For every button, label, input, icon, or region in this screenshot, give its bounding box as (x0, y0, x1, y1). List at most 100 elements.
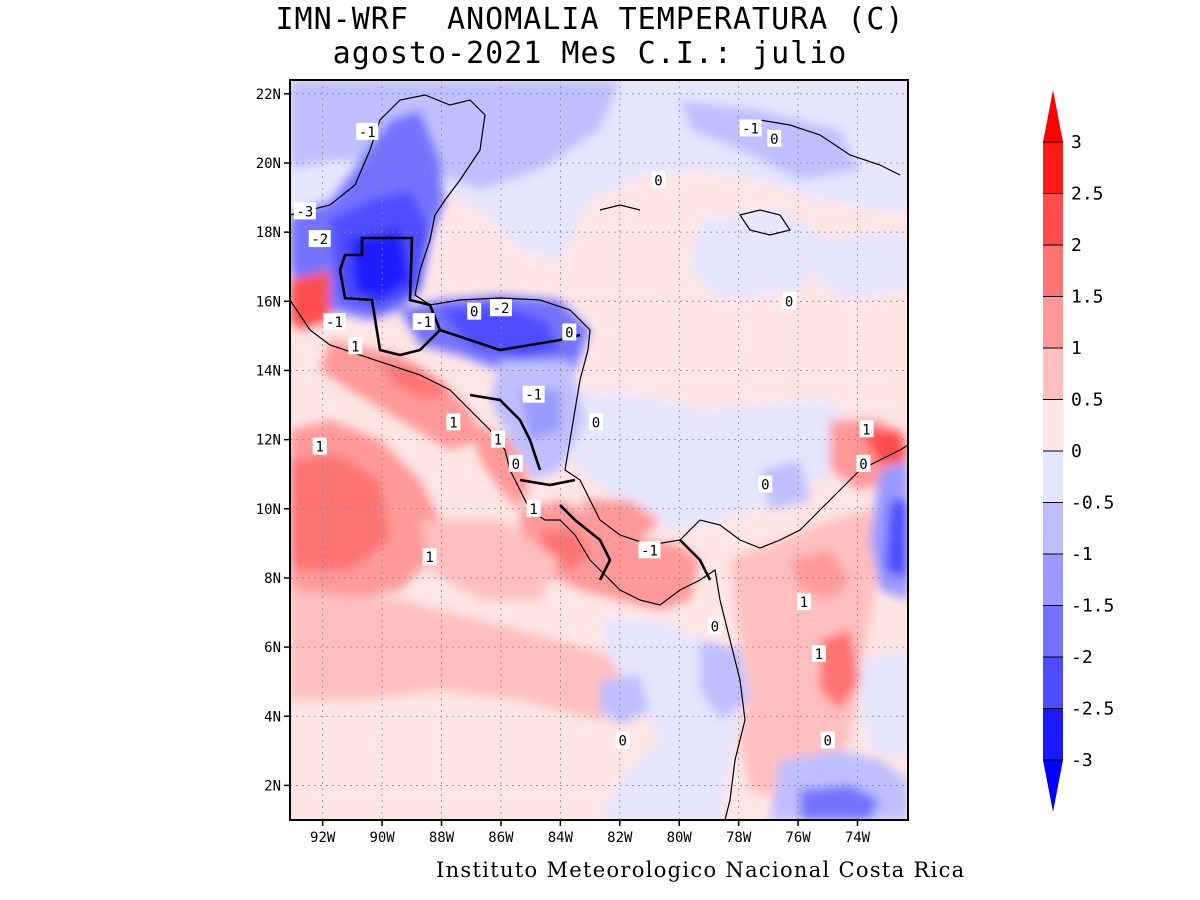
longitude-axis: 92W 90W 88W 86W 84W 82W 80W 78W 76W 74W (310, 820, 871, 846)
contour-label-bg (522, 385, 545, 403)
colorbar-label: 2 (1071, 235, 1082, 256)
contour-label: 1 (351, 339, 359, 355)
contour-label: 0 (770, 132, 778, 148)
lon-tick-label: 80W (667, 830, 693, 846)
contour-label: 0 (592, 415, 600, 431)
contour-label-bg (308, 230, 331, 248)
contour-label-bg (651, 171, 666, 189)
lon-tick-label: 92W (310, 830, 336, 846)
lat-tick-label: 8N (264, 571, 281, 587)
contour-label-bg (293, 202, 316, 220)
colorbar-label: -1 (1071, 544, 1093, 565)
contour-label-bg (856, 454, 871, 472)
colorbar-label: 0.5 (1071, 390, 1104, 411)
lat-tick-label: 12N (256, 433, 281, 449)
colorbar-under-arrow (1043, 760, 1063, 812)
lat-tick-label: 20N (256, 156, 281, 172)
lat-tick-label: 2N (264, 778, 281, 794)
contour-label: -1 (525, 388, 542, 404)
contour-label-bg (820, 731, 835, 749)
lat-tick-label: 16N (256, 294, 281, 310)
contour-label: 1 (494, 433, 502, 449)
colorbar-segment (1043, 296, 1063, 348)
contour-label-bg (562, 323, 577, 341)
contour-label-bg (526, 499, 541, 517)
colorbar-segment (1043, 348, 1063, 400)
colorbar-segment (1043, 245, 1063, 297)
lat-tick-label: 14N (256, 363, 281, 379)
colorbar-label: -2.5 (1071, 699, 1114, 720)
lon-tick-label: 84W (548, 830, 574, 846)
contour-label: 0 (824, 733, 832, 749)
lon-tick-label: 74W (845, 830, 871, 846)
contour-label-bg (348, 337, 363, 355)
contour-label: 0 (619, 733, 627, 749)
contour-label: 1 (529, 502, 537, 518)
lon-tick-label: 90W (369, 830, 395, 846)
colorbar-segment (1043, 502, 1063, 554)
contour-label-bg (489, 299, 512, 317)
lon-tick-label: 88W (429, 830, 455, 846)
colorbar-label: -3 (1071, 750, 1093, 771)
contour-label-bg (758, 475, 773, 493)
contour-label: -1 (641, 543, 658, 559)
map-title: IMN-WRF ANOMALIA TEMPERATURA (C) (275, 2, 905, 37)
contour-label-bg (707, 617, 722, 635)
coastlines (290, 94, 908, 820)
contour-label-bg (797, 593, 812, 611)
contour-label: 1 (815, 647, 823, 663)
colorbar-segment (1043, 708, 1063, 760)
contour-label: 1 (800, 595, 808, 611)
contour-label-bg (446, 413, 461, 431)
contour-label-bg (490, 430, 505, 448)
lon-tick-label: 86W (488, 830, 514, 846)
colorbar-label: -0.5 (1071, 493, 1114, 514)
colorbar-segment (1043, 554, 1063, 606)
contour-label: -1 (326, 315, 343, 331)
contour-label: 0 (785, 294, 793, 310)
anomaly-field (290, 80, 908, 820)
colorbar-label: 0 (1071, 441, 1082, 462)
contour-label: 0 (711, 619, 719, 635)
lat-tick-label: 4N (264, 709, 281, 725)
contour-label: -1 (742, 121, 759, 137)
contour-label: -1 (359, 125, 376, 141)
lon-tick-label: 76W (785, 830, 811, 846)
contour-label-bg (422, 548, 437, 566)
contour-label-bg (615, 731, 630, 749)
lat-lon-grid (290, 80, 908, 820)
institution-credit: Instituto Meteorologico Nacional Costa R… (436, 858, 966, 882)
plot-frame (289, 79, 909, 821)
contour-label: -1 (415, 315, 432, 331)
colorbar-segment (1043, 399, 1063, 451)
contour-label: 0 (470, 305, 478, 321)
contour-label-bg (508, 454, 523, 472)
colorbar-over-arrow (1043, 90, 1063, 142)
lat-tick-label: 22N (256, 87, 281, 103)
colorbar-label: 3 (1071, 132, 1082, 153)
contour-label: 0 (565, 325, 573, 341)
lon-tick-label: 78W (726, 830, 752, 846)
contour-label-bg (412, 313, 435, 331)
contour-label: 0 (761, 478, 769, 494)
contour-label: -3 (296, 204, 313, 220)
colorbar-legend: 3 2.5 2 1.5 1 0.5 0 -0.5 -1 -1.5 -2 -2.5 -3 (1043, 90, 1114, 812)
contour-label: 0 (512, 457, 520, 473)
colorbar-label: 2.5 (1071, 184, 1104, 205)
contour-label: -2 (493, 301, 510, 317)
contour-label-bg (356, 122, 379, 140)
lon-tick-label: 82W (607, 830, 633, 846)
contour-label: 1 (449, 415, 457, 431)
colorbar-segment (1043, 142, 1063, 194)
lat-tick-label: 6N (264, 640, 281, 656)
colorbar-label: -2 (1071, 647, 1093, 668)
contour-label-bg (811, 645, 826, 663)
colorbar-segment (1043, 451, 1063, 503)
colorbar-segment (1043, 193, 1063, 245)
contour-label: 1 (425, 550, 433, 566)
colorbar-label: 1.5 (1071, 287, 1104, 308)
colorbar-segment (1043, 657, 1063, 709)
contour-label: 1 (862, 422, 870, 438)
